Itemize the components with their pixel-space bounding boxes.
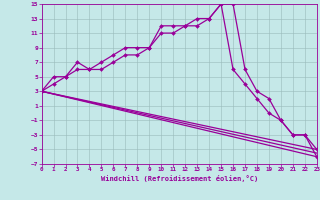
X-axis label: Windchill (Refroidissement éolien,°C): Windchill (Refroidissement éolien,°C) xyxy=(100,175,258,182)
